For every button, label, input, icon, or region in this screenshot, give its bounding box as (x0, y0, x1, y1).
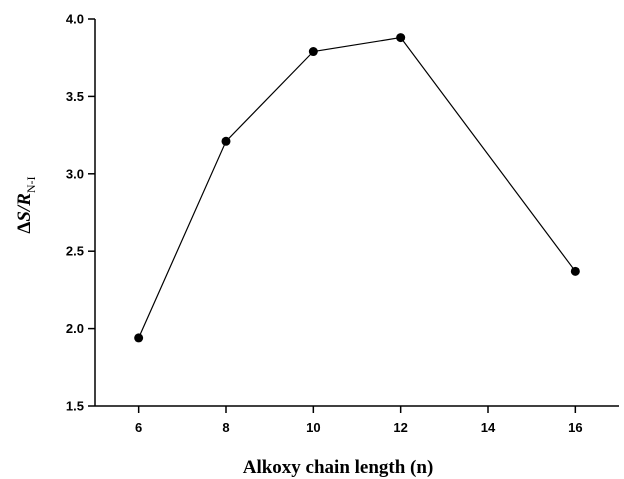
x-tick-label: 16 (568, 420, 582, 435)
y-tick-label: 2.5 (66, 244, 84, 259)
y-ticks: 1.5 2.0 2.5 3.0 3.5 4.0 (66, 12, 95, 414)
y-tick-label: 2.0 (66, 321, 84, 336)
data-point (134, 333, 144, 343)
data-point (396, 33, 406, 43)
x-ticks: 6 8 10 12 14 16 (135, 406, 583, 435)
x-tick-label: 8 (222, 420, 229, 435)
x-tick-label: 10 (306, 420, 320, 435)
x-tick-label: 12 (393, 420, 407, 435)
data-point (221, 136, 231, 146)
y-axis-title-subscript: N-I (24, 176, 38, 193)
series-layer (134, 33, 580, 343)
data-point (570, 266, 580, 276)
x-tick-label: 6 (135, 420, 142, 435)
data-point (308, 47, 318, 57)
x-axis-title: Alkoxy chain length (n) (243, 457, 434, 478)
x-tick-label: 14 (481, 420, 496, 435)
y-tick-label: 3.5 (66, 89, 84, 104)
y-axis-title-prefix: Δ (14, 222, 35, 234)
y-tick-label: 3.0 (66, 166, 84, 181)
plot-area: 1.5 2.0 2.5 3.0 3.5 4.0 6 8 10 12 14 16 (66, 12, 619, 435)
y-tick-label: 4.0 (66, 12, 84, 27)
y-axis-title-main: S/R (14, 193, 35, 222)
series-line (138, 36, 576, 339)
y-tick-label: 1.5 (66, 399, 84, 414)
y-axis-title: ΔS/RN-I (14, 176, 38, 233)
